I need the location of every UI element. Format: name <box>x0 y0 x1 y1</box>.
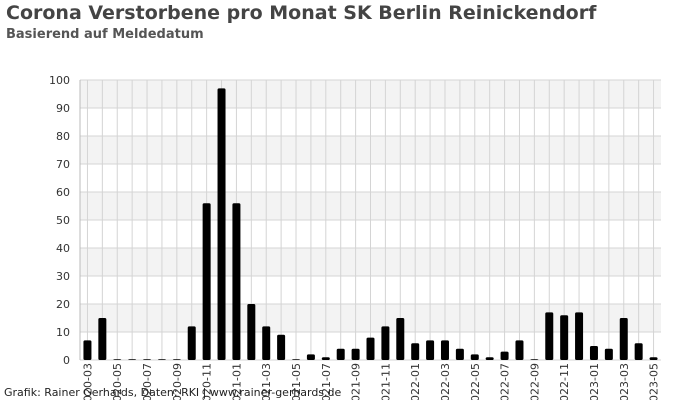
bar-2023-03 <box>619 318 628 360</box>
bar-2022-05 <box>470 354 479 360</box>
bar-2022-01 <box>411 343 420 360</box>
x-tick-label: 2021-09 <box>350 363 363 400</box>
bar-2020-07 <box>143 359 152 360</box>
y-tick-label: 100 <box>49 74 70 87</box>
x-tick-label: 2021-07 <box>320 363 333 400</box>
bar-2022-08 <box>515 340 524 360</box>
y-tick-label: 90 <box>56 102 70 115</box>
y-tick-label: 40 <box>56 242 70 255</box>
bar-2021-07 <box>321 357 330 360</box>
bar-2020-04 <box>98 318 107 360</box>
bar-2020-10 <box>187 326 196 360</box>
y-tick-label: 10 <box>56 326 70 339</box>
bar-2020-09 <box>172 359 181 360</box>
bar-2021-12 <box>396 318 405 360</box>
chart-title: Corona Verstorbene pro Monat SK Berlin R… <box>6 2 597 24</box>
x-tick-label: 2022-11 <box>558 363 571 400</box>
bar-2020-06 <box>128 359 137 360</box>
bar-2022-03 <box>440 340 449 360</box>
y-tick-label: 80 <box>56 130 70 143</box>
x-tick-label: 2020-05 <box>111 363 124 400</box>
x-tick-label: 2022-07 <box>499 363 512 400</box>
bar-2022-07 <box>500 351 509 360</box>
bar-2022-06 <box>485 357 494 360</box>
bar-2022-12 <box>575 312 584 360</box>
horizontal-gridlines <box>79 79 661 361</box>
x-tick-label: 2022-03 <box>439 363 452 400</box>
bar-2022-04 <box>455 348 464 360</box>
x-tick-label: 2020-09 <box>171 363 184 400</box>
x-tick-label: 2020-07 <box>141 363 154 400</box>
bar-2020-11 <box>202 203 211 360</box>
bar-2023-01 <box>589 346 598 360</box>
bar-2021-03 <box>262 326 271 360</box>
y-tick-label: 60 <box>56 186 70 199</box>
x-tick-label: 2021-05 <box>290 363 303 400</box>
bar-2021-04 <box>277 334 286 360</box>
y-tick-label: 0 <box>63 354 70 367</box>
x-tick-label: 2021-11 <box>379 363 392 400</box>
y-tick-label: 50 <box>56 214 70 227</box>
y-tick-label: 70 <box>56 158 70 171</box>
bar-2022-09 <box>530 359 539 360</box>
bar-2023-02 <box>604 348 613 360</box>
credit-line: Grafik: Rainer Gerhards, Daten: RKI | ww… <box>4 386 342 399</box>
chart-subtitle: Basierend auf Meldedatum <box>6 27 204 42</box>
x-tick-label: 2022-05 <box>469 363 482 400</box>
bar-2020-12 <box>217 88 226 361</box>
bar-2020-03 <box>83 340 92 360</box>
x-tick-label: 2022-09 <box>528 363 541 400</box>
x-tick-label: 2023-03 <box>618 363 631 400</box>
bar-2022-11 <box>560 315 569 360</box>
x-axis-ticks: 2020-03 2020-05 2020-07 2020-09 2020-11 2021-… <box>81 363 660 400</box>
bars <box>83 88 658 361</box>
x-tick-label: 2021-01 <box>230 363 243 400</box>
bar-2020-08 <box>157 359 166 360</box>
x-tick-label: 2021-03 <box>260 363 273 400</box>
bar-2021-08 <box>336 348 345 360</box>
bar-2021-11 <box>381 326 390 360</box>
bar-2022-02 <box>426 340 435 360</box>
bar-2021-06 <box>306 354 315 360</box>
bar-2021-01 <box>232 203 241 360</box>
bar-2021-05 <box>292 359 301 360</box>
y-tick-label: 30 <box>56 270 70 283</box>
bar-2023-05 <box>649 357 658 360</box>
bar-2021-09 <box>351 348 360 360</box>
x-tick-label: 2020-03 <box>81 363 94 400</box>
x-tick-label: 2023-05 <box>648 363 661 400</box>
x-tick-label: 2023-01 <box>588 363 601 400</box>
bar-2022-10 <box>545 312 554 360</box>
y-tick-label: 20 <box>56 298 70 311</box>
y-axis-ticks: 0 10 20 30 40 50 60 70 80 90 100 <box>49 74 70 367</box>
x-tick-label: 2020-11 <box>201 363 214 400</box>
bar-2020-05 <box>113 359 122 360</box>
bar-2023-04 <box>634 343 643 360</box>
bar-2021-02 <box>247 304 256 360</box>
bar-2021-10 <box>366 337 375 360</box>
x-tick-label: 2022-01 <box>409 363 422 400</box>
